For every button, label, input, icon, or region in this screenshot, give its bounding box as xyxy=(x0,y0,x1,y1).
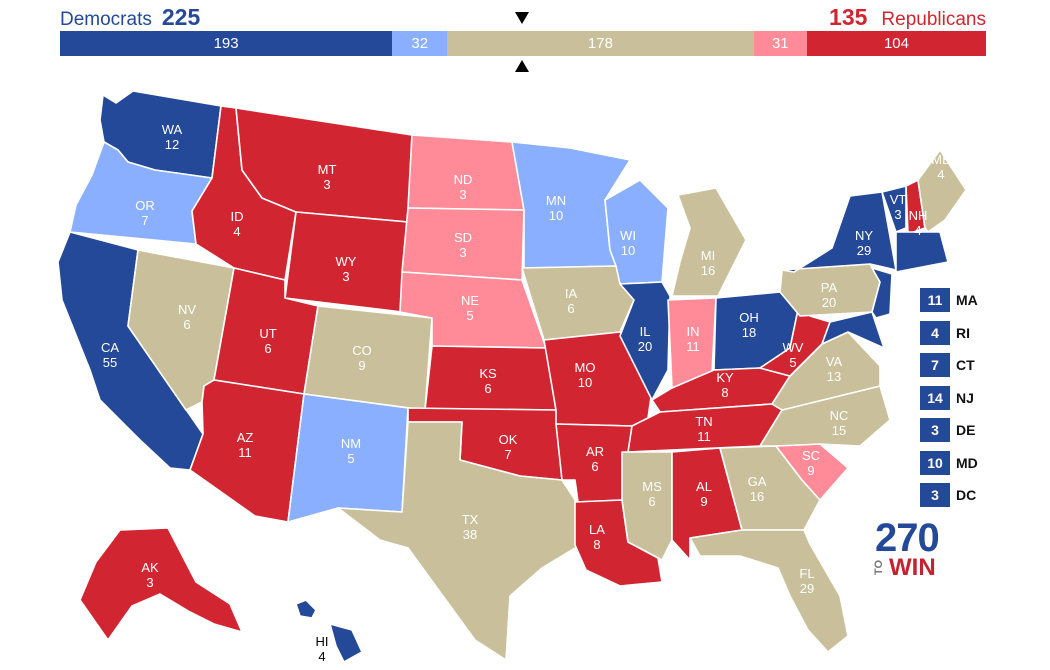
state-ak[interactable] xyxy=(79,527,243,641)
electoral-tally-bar: 193 32 178 31 104 xyxy=(60,31,986,56)
state-az[interactable] xyxy=(189,379,305,523)
state-label-hi: HI xyxy=(316,634,329,649)
tally-safe-rep-value: 104 xyxy=(883,35,909,52)
small-state-abbr-nj: NJ xyxy=(956,389,974,406)
state-ne-coast[interactable] xyxy=(895,231,949,273)
small-state-ev-ri[interactable]: 4 xyxy=(920,320,950,345)
small-state-dc[interactable]: 3 DC xyxy=(920,483,976,507)
small-state-abbr-dc: DC xyxy=(956,487,977,503)
state-ev-hi: 4 xyxy=(318,649,325,664)
tally-tossup-value: 178 xyxy=(587,35,613,52)
republicans-label: Republicans xyxy=(881,9,986,30)
state-tn[interactable] xyxy=(627,403,783,453)
small-state-ct[interactable]: 7 CT xyxy=(920,353,975,377)
state-co[interactable] xyxy=(303,305,433,411)
state-ks[interactable] xyxy=(424,345,557,411)
small-state-ev-de[interactable]: 3 xyxy=(920,418,950,442)
270towin-logo: 270 TO WIN xyxy=(872,518,962,582)
state-fl[interactable] xyxy=(689,529,849,653)
small-state-ev-ma[interactable]: 11 xyxy=(920,288,950,312)
republicans-electoral-votes: 135 xyxy=(829,4,868,30)
tally-safe-dem-value: 193 xyxy=(213,35,239,52)
logo-to: TO xyxy=(873,560,885,576)
tally-safe-dem-segment: 193 xyxy=(60,31,393,56)
small-state-ev-dc[interactable]: 3 xyxy=(920,483,950,507)
small-state-ri[interactable]: 4 RI xyxy=(920,320,970,345)
tally-safe-rep-segment: 104 xyxy=(806,31,986,56)
republicans-total-header: 135 Republicans xyxy=(829,4,986,32)
tally-lean-dem-value: 32 xyxy=(411,35,429,52)
small-state-md[interactable]: 10 MD xyxy=(920,450,978,475)
state-nd[interactable] xyxy=(407,134,525,211)
small-state-abbr-ri: RI xyxy=(956,324,970,341)
small-state-abbr-de: DE xyxy=(956,422,976,438)
state-wy[interactable] xyxy=(284,211,409,313)
270-threshold-marker-bottom xyxy=(515,60,529,72)
democrats-electoral-votes: 225 xyxy=(161,4,201,30)
state-hi[interactable] xyxy=(295,599,363,663)
democrats-label: Democrats xyxy=(60,9,152,30)
state-nc[interactable] xyxy=(759,385,891,447)
small-state-de[interactable]: 3 DE xyxy=(920,418,975,442)
state-vt[interactable] xyxy=(881,185,907,233)
small-state-abbr-ma: MA xyxy=(956,292,978,308)
logo-270: 270 xyxy=(875,516,940,560)
logo-win: WIN xyxy=(889,554,936,581)
tally-lean-rep-segment: 31 xyxy=(753,31,807,56)
small-state-nj[interactable]: 14 NJ xyxy=(920,385,974,410)
small-state-ev-nj[interactable]: 14 xyxy=(920,385,950,410)
state-nm[interactable] xyxy=(287,393,409,523)
tally-lean-dem-segment: 32 xyxy=(392,31,448,56)
state-nj[interactable] xyxy=(871,267,893,319)
state-ny[interactable] xyxy=(781,191,897,273)
democrats-total-header: Democrats 225 xyxy=(60,4,200,32)
small-state-ma[interactable]: 11 MA xyxy=(920,288,978,312)
270-threshold-marker-top xyxy=(515,12,529,24)
small-state-ev-ct[interactable]: 7 xyxy=(920,353,950,377)
tally-lean-rep-value: 31 xyxy=(771,35,789,52)
small-state-abbr-ct: CT xyxy=(956,357,975,373)
state-tx[interactable] xyxy=(337,421,581,661)
small-state-abbr-md: MD xyxy=(956,454,978,471)
state-sd[interactable] xyxy=(401,207,525,281)
state-me[interactable] xyxy=(917,149,967,233)
state-demd[interactable] xyxy=(821,311,885,349)
state-il[interactable] xyxy=(619,281,671,401)
small-state-ev-md[interactable]: 10 xyxy=(920,450,950,475)
state-mi[interactable] xyxy=(671,187,747,297)
tally-tossup-segment: 178 xyxy=(447,31,754,56)
